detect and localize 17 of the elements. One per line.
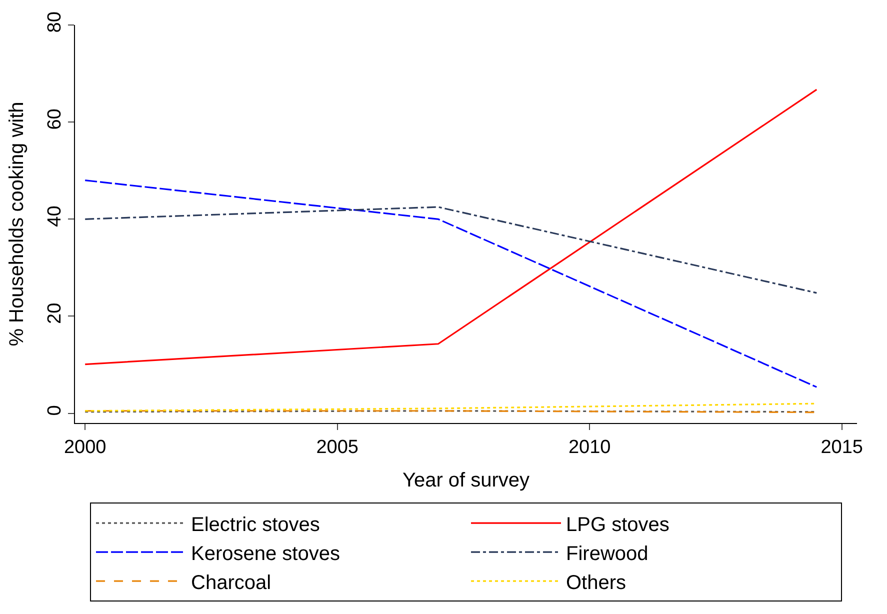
y-axis-title: % Households cooking with	[6, 102, 28, 346]
legend-label: Others	[566, 572, 626, 594]
y-tick-label: 20	[44, 302, 66, 324]
x-tick-label: 2005	[316, 436, 358, 458]
legend-label: LPG stoves	[566, 514, 670, 536]
legend-label: Firewood	[566, 542, 648, 565]
legend-label: Charcoal	[191, 572, 272, 594]
y-tick-label: 60	[44, 108, 66, 130]
legend-label: Kerosene stoves	[191, 542, 340, 565]
legend-label: Electric stoves	[191, 514, 320, 536]
y-tick-label: 0	[44, 405, 66, 416]
x-axis-title: Year of survey	[402, 469, 530, 492]
y-tick-label: 80	[44, 12, 66, 33]
y-tick-label: 40	[44, 206, 66, 227]
x-tick-label: 2010	[568, 436, 611, 458]
x-tick-label: 2015	[820, 436, 863, 458]
x-tick-label: 2000	[64, 436, 106, 458]
